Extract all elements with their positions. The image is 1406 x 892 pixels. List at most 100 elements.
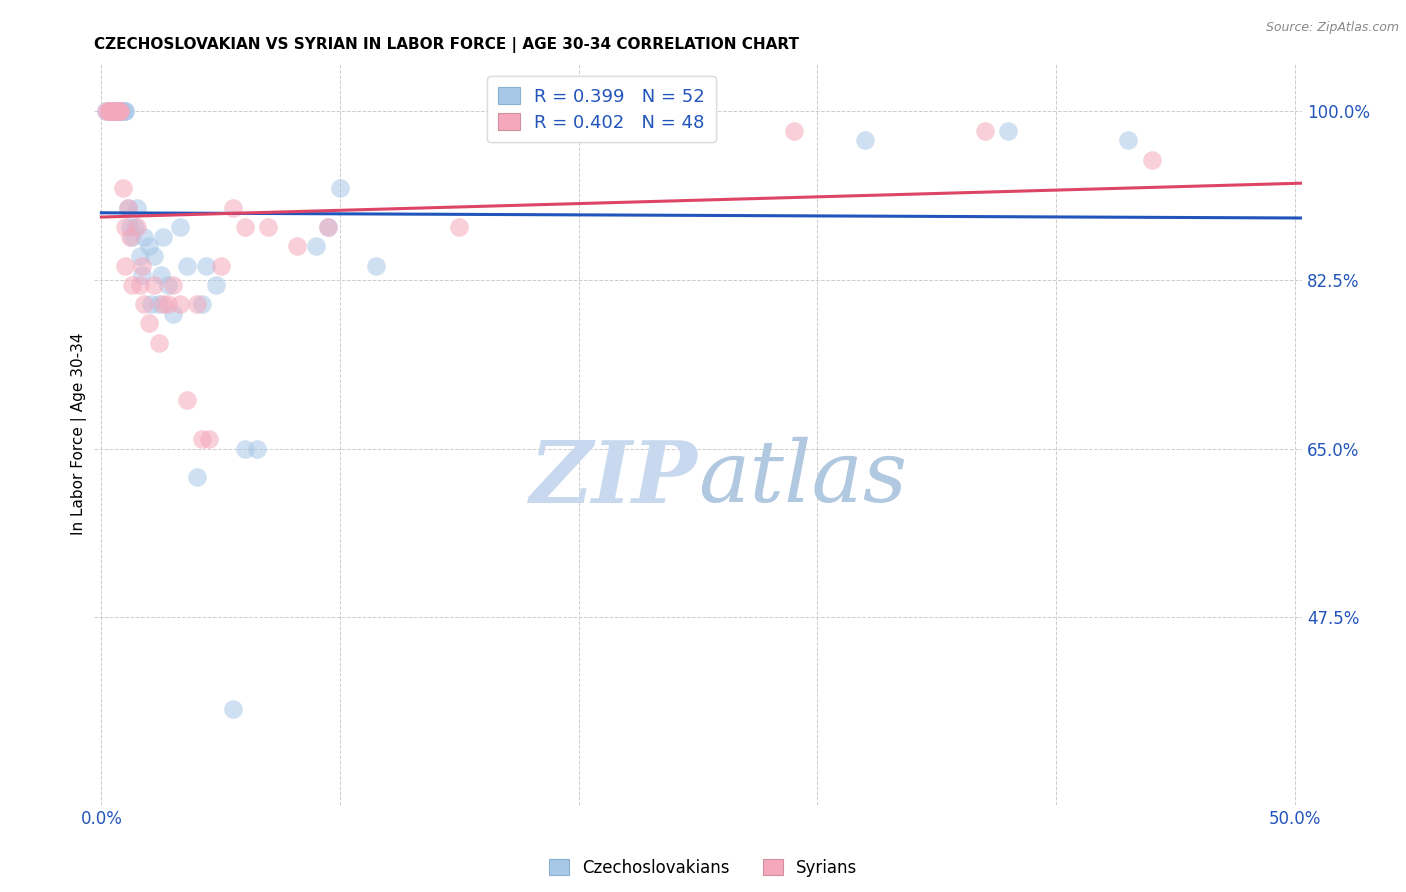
Point — [190, 432, 212, 446]
Point — [176, 259, 198, 273]
Point — [103, 104, 125, 119]
Point — [118, 229, 141, 244]
Point — [97, 104, 120, 119]
Point — [1140, 153, 1163, 167]
Point — [103, 104, 125, 119]
Text: CZECHOSLOVAKIAN VS SYRIAN IN LABOR FORCE | AGE 30-34 CORRELATION CHART: CZECHOSLOVAKIAN VS SYRIAN IN LABOR FORCE… — [94, 37, 799, 54]
Point — [197, 432, 219, 446]
Text: atlas: atlas — [699, 437, 907, 520]
Legend: R = 0.399   N = 52, R = 0.402   N = 48: R = 0.399 N = 52, R = 0.402 N = 48 — [488, 76, 716, 143]
Point — [100, 104, 122, 119]
Point — [107, 104, 129, 119]
Point — [148, 335, 170, 350]
Point — [195, 259, 218, 273]
Text: ZIP: ZIP — [530, 437, 699, 520]
Point — [114, 259, 136, 273]
Point — [169, 219, 191, 234]
Point — [114, 219, 136, 234]
Point — [134, 297, 156, 311]
Point — [128, 249, 150, 263]
Point — [97, 104, 120, 119]
Point — [221, 201, 243, 215]
Text: Source: ZipAtlas.com: Source: ZipAtlas.com — [1265, 21, 1399, 35]
Point — [162, 277, 184, 292]
Point — [103, 104, 125, 119]
Point — [107, 104, 129, 119]
Point — [138, 239, 160, 253]
Point — [111, 181, 134, 195]
Point — [138, 316, 160, 330]
Point — [124, 219, 146, 234]
Point — [100, 104, 122, 119]
Point — [169, 297, 191, 311]
Point — [104, 104, 127, 119]
Point — [176, 393, 198, 408]
Point — [118, 219, 141, 234]
Point — [221, 702, 243, 716]
Point — [316, 219, 339, 234]
Point — [104, 104, 127, 119]
Point — [110, 104, 132, 119]
Point — [121, 277, 143, 292]
Point — [117, 201, 139, 215]
Point — [853, 133, 876, 147]
Point — [107, 104, 129, 119]
Point — [131, 268, 153, 282]
Point — [103, 104, 125, 119]
Point — [100, 104, 122, 119]
Point — [100, 104, 122, 119]
Point — [127, 219, 149, 234]
Point — [128, 277, 150, 292]
Point — [186, 297, 208, 311]
Point — [257, 219, 280, 234]
Point — [103, 104, 125, 119]
Point — [94, 104, 117, 119]
Point — [973, 123, 995, 137]
Point — [97, 104, 120, 119]
Point — [209, 259, 232, 273]
Point — [233, 219, 256, 234]
Point — [104, 104, 127, 119]
Point — [148, 297, 170, 311]
Point — [305, 239, 328, 253]
Point — [111, 104, 134, 119]
Point — [141, 297, 163, 311]
Point — [142, 277, 165, 292]
Point — [127, 201, 149, 215]
Point — [117, 201, 139, 215]
Point — [782, 123, 804, 137]
Point — [110, 104, 132, 119]
Legend: Czechoslovakians, Syrians: Czechoslovakians, Syrians — [541, 853, 865, 884]
Point — [100, 104, 122, 119]
Point — [162, 307, 184, 321]
Point — [364, 259, 387, 273]
Point — [190, 297, 212, 311]
Y-axis label: In Labor Force | Age 30-34: In Labor Force | Age 30-34 — [72, 333, 87, 535]
Point — [97, 104, 120, 119]
Point — [449, 219, 471, 234]
Point — [103, 104, 125, 119]
Point — [100, 104, 122, 119]
Point — [285, 239, 308, 253]
Point — [152, 297, 174, 311]
Point — [103, 104, 125, 119]
Point — [110, 104, 132, 119]
Point — [107, 104, 129, 119]
Point — [142, 249, 165, 263]
Point — [134, 229, 156, 244]
Point — [103, 104, 125, 119]
Point — [110, 104, 132, 119]
Point — [157, 297, 180, 311]
Point — [131, 259, 153, 273]
Point — [1116, 133, 1139, 147]
Point — [114, 104, 136, 119]
Point — [121, 229, 143, 244]
Point — [316, 219, 339, 234]
Point — [111, 104, 134, 119]
Point — [245, 442, 267, 456]
Point — [114, 104, 136, 119]
Point — [205, 277, 228, 292]
Point — [104, 104, 127, 119]
Point — [186, 470, 208, 484]
Point — [233, 442, 256, 456]
